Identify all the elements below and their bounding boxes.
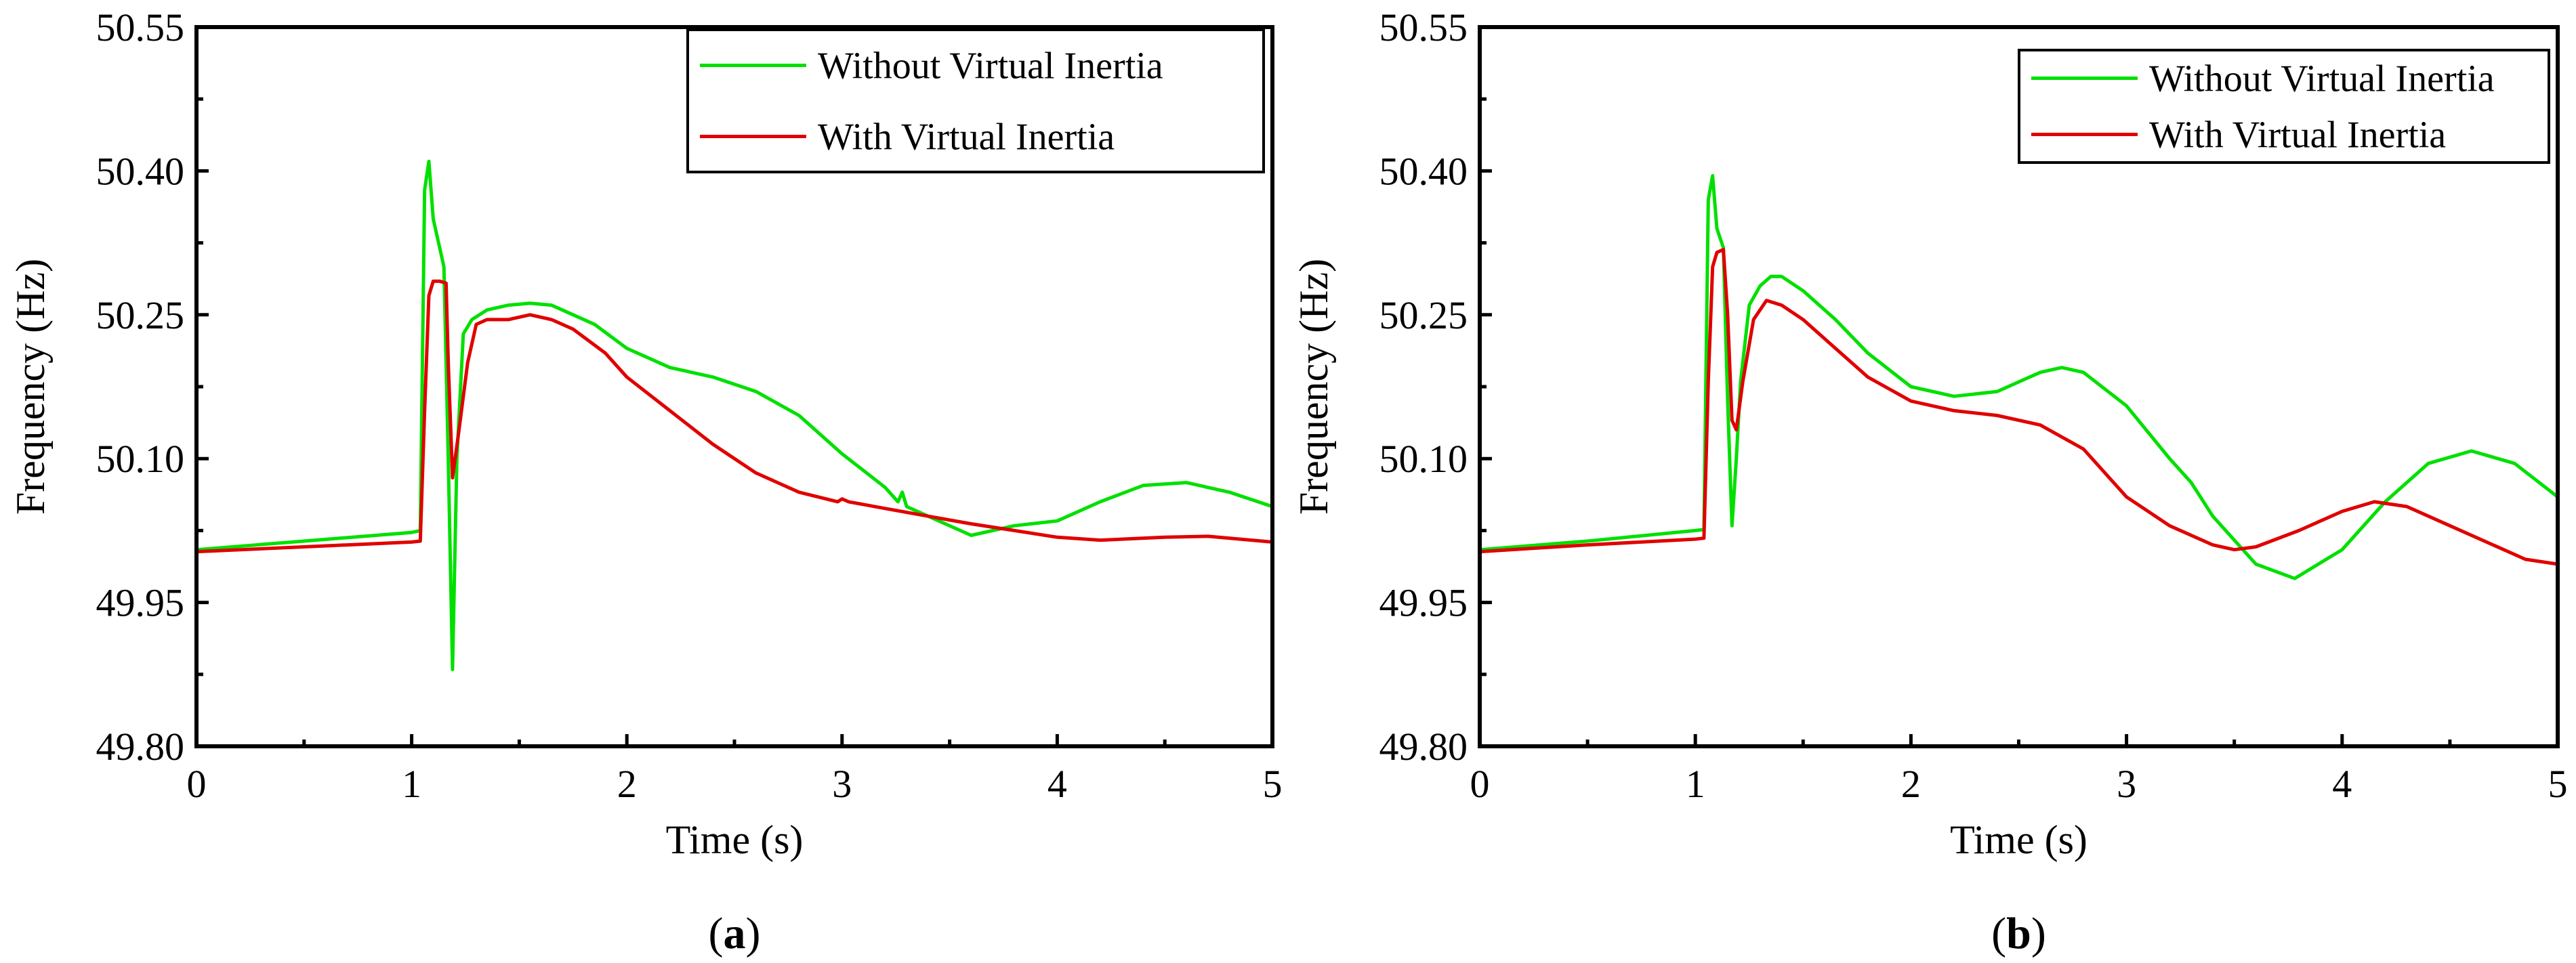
panel-label-open-paren: ( bbox=[1991, 909, 2006, 958]
x-tick-label: 5 bbox=[1263, 762, 1283, 806]
y-axis-title: Frequency (Hz) bbox=[8, 259, 53, 515]
x-tick-label: 4 bbox=[1047, 762, 1067, 806]
series-line-without-virtual-inertia bbox=[1480, 174, 2558, 580]
y-tick-label: 50.55 bbox=[96, 5, 185, 49]
legend-label: Without Virtual Inertia bbox=[2149, 58, 2495, 100]
y-axis-title: Frequency (Hz) bbox=[1291, 259, 1336, 515]
x-axis-title: Time (s) bbox=[666, 817, 804, 862]
y-tick-label: 49.95 bbox=[96, 581, 185, 625]
y-tick-label: 50.25 bbox=[1379, 293, 1468, 337]
x-tick-label: 0 bbox=[1470, 762, 1490, 806]
panel-label-open-paren: ( bbox=[709, 909, 724, 958]
x-tick-label: 4 bbox=[2332, 762, 2352, 806]
x-tick-label: 1 bbox=[1686, 762, 1705, 806]
legend-label: With Virtual Inertia bbox=[818, 116, 1115, 158]
x-tick-label: 1 bbox=[402, 762, 421, 806]
x-tick-label: 2 bbox=[1901, 762, 1921, 806]
legend-box bbox=[2018, 49, 2550, 164]
y-tick-label: 50.40 bbox=[96, 149, 185, 193]
panel-label: (a) bbox=[709, 909, 761, 958]
legend-box bbox=[686, 28, 1265, 173]
panel-label: (b) bbox=[1991, 909, 2046, 958]
x-tick-label: 5 bbox=[2548, 762, 2568, 806]
y-tick-label: 49.80 bbox=[96, 725, 185, 769]
panel-label-close-paren: ) bbox=[2031, 909, 2046, 958]
legend-label: With Virtual Inertia bbox=[2149, 114, 2446, 156]
x-tick-label: 0 bbox=[187, 762, 207, 806]
panel-label-close-paren: ) bbox=[746, 909, 761, 958]
y-tick-label: 50.10 bbox=[1379, 437, 1468, 481]
panel-label-letter: a bbox=[724, 909, 746, 958]
x-tick-label: 2 bbox=[617, 762, 637, 806]
x-tick-label: 3 bbox=[832, 762, 852, 806]
y-tick-label: 49.95 bbox=[1379, 581, 1468, 625]
panel-label-letter: b bbox=[2006, 909, 2031, 958]
chart-panel-b: 0 1 2 3 4 5 49.80 49.95 50.10 50.25 50.40 50.55 Time… bbox=[1291, 5, 2568, 958]
x-axis-title: Time (s) bbox=[1950, 817, 2087, 862]
chart-panel-a: 0 1 2 3 4 5 49.80 49.95 50.10 50.25 50.40 50.55 Time… bbox=[8, 5, 1283, 958]
y-tick-label: 49.80 bbox=[1379, 725, 1468, 769]
series-line-with-virtual-inertia bbox=[196, 279, 1272, 554]
y-tick-label: 50.25 bbox=[96, 293, 185, 337]
y-tick-label: 50.10 bbox=[96, 437, 185, 481]
series-line-without-virtual-inertia bbox=[196, 159, 1272, 672]
series-line-with-virtual-inertia bbox=[1480, 248, 2558, 566]
x-tick-label: 3 bbox=[2117, 762, 2136, 806]
y-tick-label: 50.40 bbox=[1379, 149, 1468, 193]
legend-label: Without Virtual Inertia bbox=[818, 45, 1163, 87]
y-tick-label: 50.55 bbox=[1379, 5, 1468, 49]
